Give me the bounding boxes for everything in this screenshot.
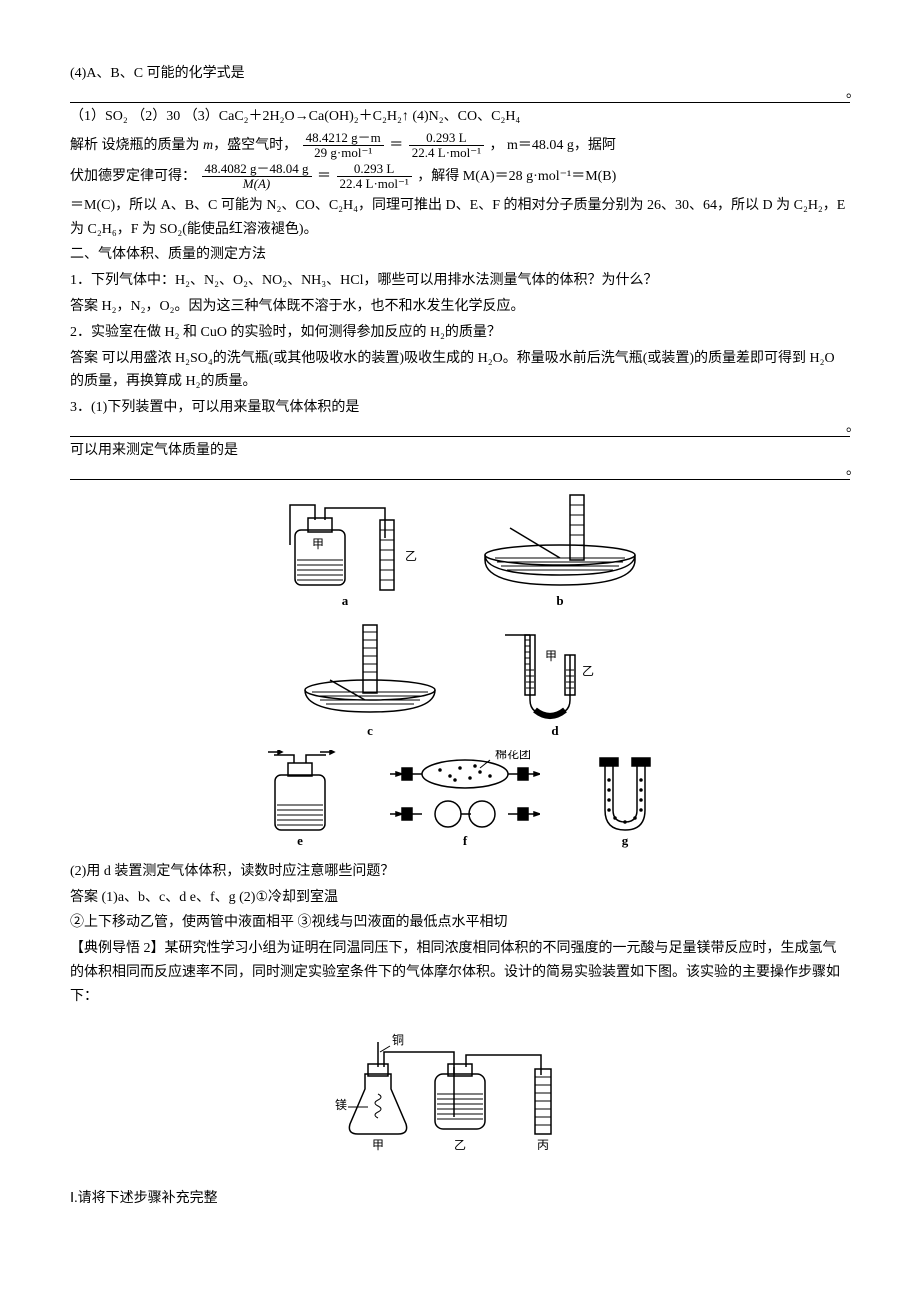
section-2-title: 二、气体体积、质量的测定方法 xyxy=(70,243,850,267)
frac-3-num: 48.4082 g－48.04 g xyxy=(202,162,312,177)
label-yi-2: 乙 xyxy=(454,1138,466,1152)
q2-1-text: 1．下列气体中：H₂、N₂、O₂、NO₂、NH₃、HCl，哪些可以用排水法测量气… xyxy=(70,269,850,293)
label-e: e xyxy=(297,833,303,848)
figure-row-efg: e xyxy=(70,750,850,850)
apparatus-b: b xyxy=(475,490,645,610)
q4-prompt: (4)A、B、C 可能的化学式是 xyxy=(70,62,850,86)
frac-2-den: 22.4 L·mol⁻¹ xyxy=(409,146,484,160)
frac-1-num: 48.4212 g－m xyxy=(303,131,384,146)
analysis-t2b: ，解得 M(A)＝28 g·mol⁻¹＝M(B) xyxy=(417,169,616,184)
q2-2-text: 2．实验室在做 H₂ 和 CuO 的实验时，如何测得参加反应的 H₂的质量？ xyxy=(70,321,850,345)
frac-4-den: 22.4 L·mol⁻¹ xyxy=(337,177,412,191)
apparatus-f: 棉花团 f xyxy=(390,750,540,850)
label-d-jia: 甲 xyxy=(545,649,557,663)
analysis-t1c: ， m＝48.04 g，据阿 xyxy=(490,138,616,153)
label-cu: 铜 xyxy=(392,1032,404,1047)
blank-line-2: 。 xyxy=(70,422,850,437)
figure-example-2: 铜 镁 甲 乙 丙 xyxy=(70,1019,850,1178)
apparatus-a: 甲 乙 a xyxy=(275,490,435,610)
label-bing: 丙 xyxy=(537,1138,549,1152)
apparatus-g: g xyxy=(580,750,670,850)
figure-row-ab: 甲 乙 a xyxy=(70,490,850,610)
figure-row-cd: c xyxy=(70,620,850,740)
label-d: d xyxy=(551,723,559,738)
answer-line-1: （1）SO₂ （2）30 （3）CaC₂＋2H₂O→Ca(OH)₂＋C₂H₂↑ … xyxy=(70,105,850,129)
label-cotton: 棉花团 xyxy=(495,750,531,761)
analysis-line-1: 解析 设烧瓶的质量为 m，盛空气时， 48.4212 g－m 29 g·mol⁻… xyxy=(70,131,850,161)
frac-4: 0.293 L 22.4 L·mol⁻¹ xyxy=(337,162,412,192)
label-f: f xyxy=(463,833,468,848)
q2-2-answer: 答案 可以用盛浓 H₂SO₄的洗气瓶(或其他吸收水的装置)吸收生成的 H₂O。称… xyxy=(70,347,850,395)
q2-3-text2: 可以用来测定气体质量的是 xyxy=(70,439,850,463)
label-g: g xyxy=(622,833,629,848)
q2-3-answer-1: (1)a、b、c、d e、f、g (2)①冷却到室温 xyxy=(98,890,338,905)
label-b: b xyxy=(556,593,563,608)
apparatus-d: 甲 乙 d xyxy=(490,620,630,740)
eq-1: ＝ xyxy=(389,138,403,153)
frac-3: 48.4082 g－48.04 g M(A) xyxy=(202,162,312,192)
frac-2: 0.293 L 22.4 L·mol⁻¹ xyxy=(409,131,484,161)
analysis-line-2: 伏加德罗定律可得： 48.4082 g－48.04 g M(A) ＝ 0.293… xyxy=(70,162,850,192)
q2-2-answer-label: 答案 xyxy=(70,351,98,366)
frac-4-num: 0.293 L xyxy=(337,162,412,177)
analysis-m: m xyxy=(203,138,213,153)
frac-1: 48.4212 g－m 29 g·mol⁻¹ xyxy=(303,131,384,161)
frac-1-den: 29 g·mol⁻¹ xyxy=(303,146,384,160)
q2-2-answer-body: 可以用盛浓 H₂SO₄的洗气瓶(或其他吸收水的装置)吸收生成的 H₂O。称量吸水… xyxy=(70,351,835,390)
q2-1-answer-label: 答案 xyxy=(70,299,98,314)
analysis-label: 解析 xyxy=(70,138,98,153)
label-c: c xyxy=(367,723,373,738)
analysis-t1b: ，盛空气时， xyxy=(213,138,297,153)
analysis-line-3: ＝M(C)，所以 A、B、C 可能为 N₂、CO、C₂H₄，同理可推出 D、E、… xyxy=(70,194,850,242)
q2-3-part2: (2)用 d 装置测定气体体积，读数时应注意哪些问题？ xyxy=(70,860,850,884)
frac-2-num: 0.293 L xyxy=(409,131,484,146)
example-2-label: 【典例导悟 2】 xyxy=(70,941,165,956)
label-d-yi: 乙 xyxy=(582,664,594,678)
analysis-t1a: 设烧瓶的质量为 xyxy=(102,138,204,153)
apparatus-e: e xyxy=(250,750,350,850)
q2-1-answer-body: H₂，N₂，O₂。因为这三种气体既不溶于水，也不和水发生化学反应。 xyxy=(98,299,524,314)
example-2-text: 某研究性学习小组为证明在同温同压下，相同浓度相同体积的不同强度的一元酸与足量镁带… xyxy=(70,941,840,1004)
blank-line-3: 。 xyxy=(70,465,850,480)
final-line: Ⅰ.请将下述步骤补充完整 xyxy=(70,1187,850,1211)
eq-2: ＝ xyxy=(317,169,331,184)
label-mg: 镁 xyxy=(335,1098,347,1112)
label-a-yi: 乙 xyxy=(405,549,417,563)
q2-3-answer-label: 答案 xyxy=(70,890,98,905)
frac-3-den: M(A) xyxy=(202,177,312,191)
apparatus-example-2: 铜 镁 甲 乙 丙 xyxy=(320,1019,600,1169)
q2-3-answer-2: ②上下移动乙管，使两管中液面相平 ③视线与凹液面的最低点水平相切 xyxy=(70,911,850,935)
blank-line-1: 。 xyxy=(70,88,850,103)
label-jia-2: 甲 xyxy=(372,1138,384,1152)
q2-3-answer: 答案 (1)a、b、c、d e、f、g (2)①冷却到室温 xyxy=(70,886,850,910)
q2-1-answer: 答案 H₂，N₂，O₂。因为这三种气体既不溶于水，也不和水发生化学反应。 xyxy=(70,295,850,319)
q2-3-text1: 3．(1)下列装置中，可以用来量取气体体积的是 xyxy=(70,396,850,420)
label-a: a xyxy=(342,593,349,608)
example-2: 【典例导悟 2】某研究性学习小组为证明在同温同压下，相同浓度相同体积的不同强度的… xyxy=(70,937,850,1008)
label-a-jia: 甲 xyxy=(312,537,324,551)
apparatus-c: c xyxy=(290,620,450,740)
analysis-t2a: 伏加德罗定律可得： xyxy=(70,169,196,184)
